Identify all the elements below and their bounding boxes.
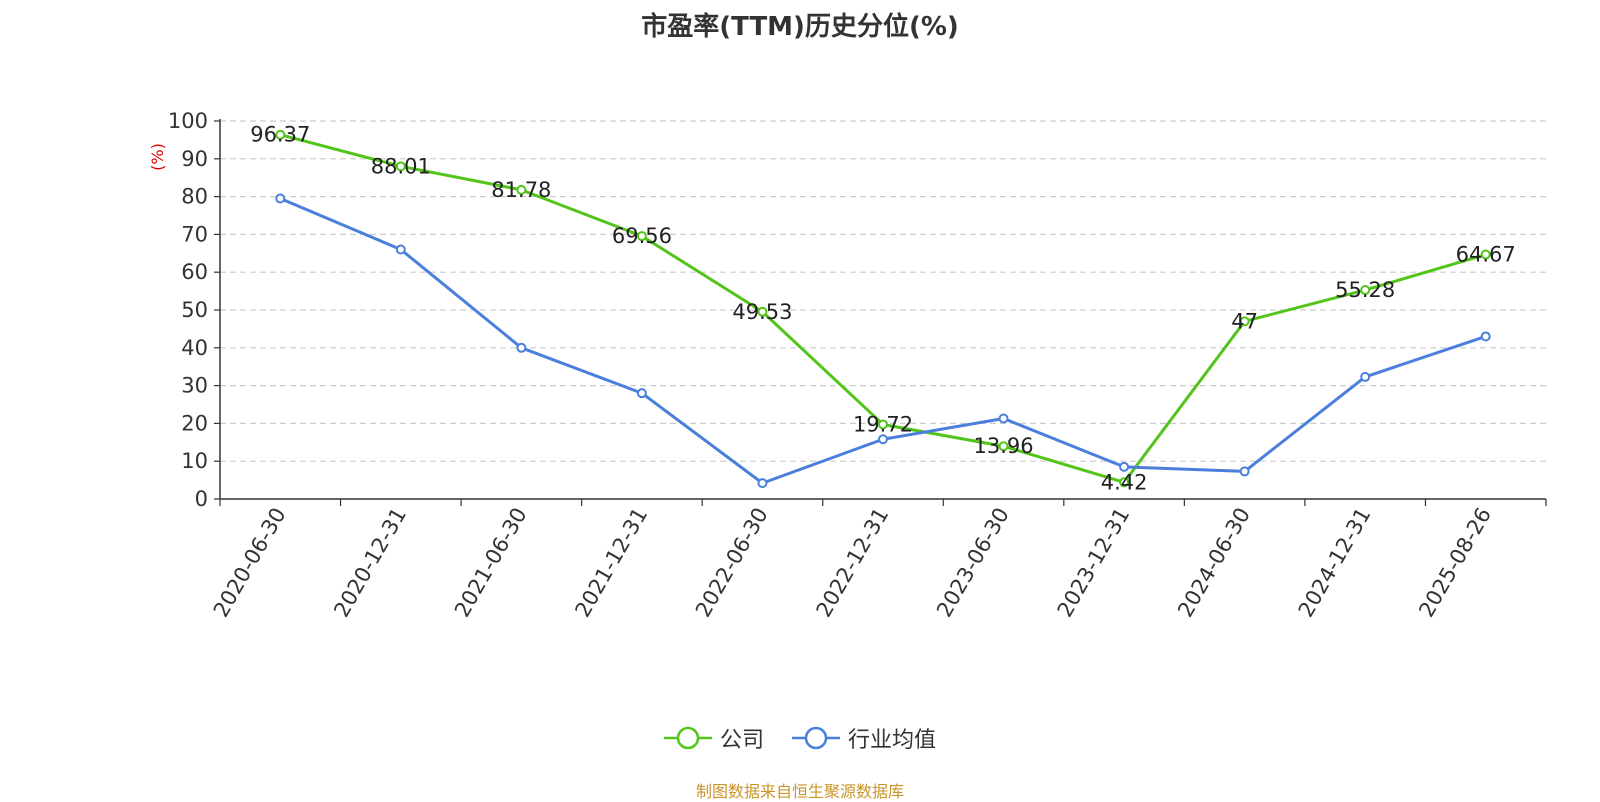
y-tick-label: 50 xyxy=(181,298,208,322)
industry-point[interactable] xyxy=(1480,331,1491,342)
industry-point[interactable] xyxy=(1360,371,1371,382)
industry-point[interactable] xyxy=(878,434,888,445)
company-data-label: 47 xyxy=(1231,309,1258,333)
industry-point[interactable] xyxy=(516,342,527,353)
company-data-label: 64.67 xyxy=(1456,243,1516,267)
legend-company-symbol xyxy=(664,726,712,750)
industry-point[interactable] xyxy=(1119,461,1130,472)
y-tick-label: 40 xyxy=(181,336,208,360)
industry-point[interactable] xyxy=(636,388,647,399)
company-data-label: 13.96 xyxy=(973,434,1033,458)
legend-industry-label: 行业均值 xyxy=(848,728,937,753)
company-data-label: 96.37 xyxy=(250,123,310,147)
company-point[interactable] xyxy=(275,129,286,140)
chart-title: 市盈率(TTM)历史分位(%) xyxy=(641,12,959,42)
data-labels: 96.37 88.01 81.78 69.56 49.53 19.72 13.96 4.42 4… xyxy=(250,123,1516,495)
x-tick-label: 2023-06-30 xyxy=(932,504,1014,622)
y-tick-label: 100 xyxy=(168,109,208,133)
company-data-label: 49.53 xyxy=(732,300,792,324)
company-data-label: 4.42 xyxy=(1101,470,1148,494)
x-tick-label: 2021-12-31 xyxy=(570,504,652,622)
company-point[interactable] xyxy=(516,184,527,195)
legend-item-industry-average[interactable]: 行业均值 xyxy=(790,722,936,754)
x-tick-label: 2023-12-31 xyxy=(1053,504,1135,622)
series-lines xyxy=(275,129,1491,489)
x-tick-label: 2020-06-30 xyxy=(209,504,291,622)
y-tick-label: 20 xyxy=(181,411,208,435)
industry-point[interactable] xyxy=(1239,466,1250,477)
industry-point[interactable] xyxy=(998,413,1009,424)
y-tick-label: 80 xyxy=(181,185,208,209)
x-tick-label: 2024-06-30 xyxy=(1173,504,1255,622)
company-point[interactable] xyxy=(1239,316,1250,327)
x-tick-label: 2021-06-30 xyxy=(450,504,532,622)
company-point[interactable] xyxy=(1360,285,1371,296)
y-tick-label: 70 xyxy=(181,222,208,246)
legend: 公司 行业均值 xyxy=(0,722,1600,754)
company-point[interactable] xyxy=(395,161,406,172)
industry-point[interactable] xyxy=(395,244,406,255)
company-data-label: 69.56 xyxy=(612,224,672,248)
company-data-label: 81.78 xyxy=(491,178,551,202)
company-data-label: 55.28 xyxy=(1335,278,1395,302)
legend-industry-symbol xyxy=(792,726,840,750)
company-point[interactable] xyxy=(1480,249,1491,260)
y-tick-label: 60 xyxy=(181,260,208,284)
y-tick-label: 30 xyxy=(181,374,208,398)
x-tick-label: 2025-08-26 xyxy=(1414,504,1496,622)
y-tick-label: 0 xyxy=(195,487,208,511)
legend-company-label: 公司 xyxy=(720,728,765,753)
company-point[interactable] xyxy=(1119,477,1130,488)
x-tick-label: 2022-12-31 xyxy=(812,504,894,622)
axes: 0 10 20 30 40 50 60 70 80 90 100(%) 2020-06-30 2020-… xyxy=(148,109,1547,622)
company-point[interactable] xyxy=(757,306,768,317)
company-point[interactable] xyxy=(636,231,647,242)
x-tick-label: 2022-06-30 xyxy=(691,504,773,622)
company-data-label: 19.72 xyxy=(853,412,913,436)
source-note: 制图数据来自恒生聚源数据库 xyxy=(695,782,904,801)
company-data-label: 88.01 xyxy=(371,154,431,178)
x-tick-label: 2020-12-31 xyxy=(329,504,411,622)
y-tick-label: 10 xyxy=(181,449,208,473)
x-tick-label: 2024-12-31 xyxy=(1294,504,1376,622)
industry-point[interactable] xyxy=(275,193,286,204)
y-tick-label: 90 xyxy=(181,147,208,171)
legend-item-company[interactable]: 公司 xyxy=(662,722,764,754)
company-point[interactable] xyxy=(878,419,888,430)
y-axis-label: (%) xyxy=(148,143,167,171)
company-point[interactable] xyxy=(998,441,1009,452)
industry-point[interactable] xyxy=(757,478,768,489)
